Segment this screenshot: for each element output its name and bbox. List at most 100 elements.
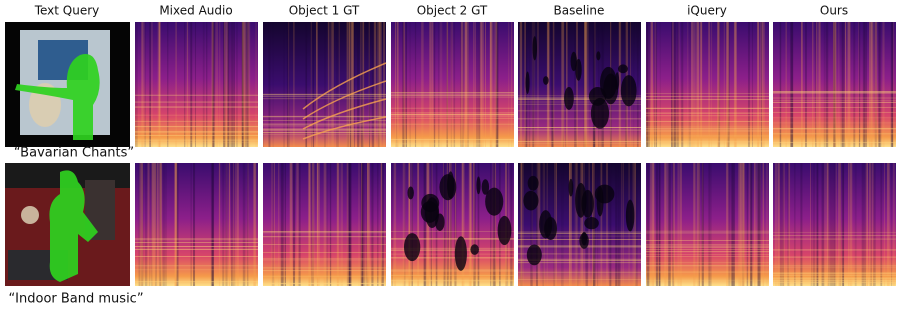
spectrogram-harmonic [773,92,896,93]
spectrogram-streak [890,22,893,147]
spectrogram-streak [848,163,850,286]
spectrogram-streak [268,22,271,147]
spectrogram-harmonic [263,231,386,232]
spectrogram-streak [292,163,296,286]
spectrogram-streak [837,22,840,147]
spectrogram-streak [213,22,214,147]
spectrogram-streak [718,22,721,147]
spectrogram-harmonic [263,270,386,272]
spectrogram-streak [253,163,255,286]
spectrogram-harmonic [518,246,641,248]
spectrogram-harmonic [646,108,769,109]
spectrogram-streak [733,22,736,147]
spectrogram-streak [761,22,762,147]
spectrogram-streak [659,22,661,147]
spectrogram-streak [135,22,138,147]
spectrogram-streak [362,163,365,286]
spectrogram-streak [409,163,411,286]
spectrogram-harmonic [391,143,514,145]
spectrogram-streak [739,163,743,286]
spectrogram-streak [159,163,161,286]
spectrogram-streak [597,22,599,147]
spectrogram-streak [381,163,384,286]
spectrogram-streak [511,22,513,147]
spectrogram-streak [757,163,761,286]
spectrogram-streak [293,22,295,147]
spectrogram-streak [474,22,476,147]
spectrogram-streak [622,163,624,286]
spectrogram-streak [592,22,596,147]
spectrogram-harmonic [263,276,386,278]
spectrogram-harmonic [263,252,386,253]
spectrogram-streak [494,163,497,286]
spectrogram-harmonic [773,231,896,233]
spectrogram-bg [391,22,514,147]
spectrogram-streak [782,163,784,286]
spectrogram-streak [236,163,239,286]
spectrogram-streak [161,163,163,286]
spectrogram-streak [323,163,327,286]
spectrogram-streak [569,163,572,286]
spectrogram-streak [461,163,463,286]
spectrogram-streak [654,22,656,147]
spectrogram-gap [439,174,457,201]
spectrogram-harmonic [391,257,514,258]
spectrogram-streak [758,163,761,286]
spectrogram-streak [700,22,702,147]
spectrogram-streak [584,22,588,147]
spectrogram-streak [691,22,694,147]
spectrogram-streak [316,163,318,286]
spectrogram-streak [331,22,334,147]
spectrogram-harmonic [391,231,514,232]
spectrogram-streak [747,22,750,147]
spectrogram-harmonic [646,115,769,117]
spectrogram-streak [410,163,413,286]
spectrogram-streak [869,22,871,147]
spectrogram-streak [159,163,161,286]
spectrogram-harmonic [518,141,641,143]
spectrogram-streak [656,22,658,147]
spectrogram-streak [673,22,677,147]
spectrogram-streak [774,163,778,286]
spectrogram-streak [247,163,250,286]
spectrogram-streak [158,163,160,286]
spectrogram-streak [362,22,365,147]
spectrogram-streak [821,163,824,286]
spectrogram-streak [812,163,816,286]
spectrogram-harmonic [135,120,258,122]
spectrogram-streak [450,22,454,147]
spectrogram-harmonic [518,245,641,247]
spectrogram-streak [696,22,700,147]
spectrogram-streak [226,22,229,147]
spectrogram-gap [596,51,601,61]
spectrogram-streak [241,22,244,147]
spectrogram-harmonic [646,115,769,117]
spectrogram-streak [586,22,589,147]
spectrogram-streak [854,163,857,286]
spectrogram-streak [727,22,730,147]
spectrogram-streak [652,163,655,286]
spectrogram-streak [531,163,533,286]
spectrogram-streak [580,163,583,286]
spectrogram-streak [468,163,472,286]
spectrogram-streak [892,22,895,147]
spectrogram-harmonic [773,91,896,92]
spectrogram-harmonic [773,273,896,275]
spectrogram-streak [414,22,417,147]
spectrogram-harmonic [518,231,641,233]
spectrogram-streak [681,22,684,147]
spectrogram-streak [531,22,534,147]
spectrogram-streak [873,163,876,286]
spectrogram-streak [847,22,851,147]
spectrogram-harmonic [391,249,514,251]
spectrogram-harmonic [263,128,386,130]
spectrogram-harmonic [135,281,258,282]
spectrogram-streak [353,22,355,147]
spectrogram-streak [827,163,831,286]
spectrogram-streak [242,22,245,147]
spectrogram-streak [473,163,476,286]
spectrogram-gap [568,178,574,197]
spectrogram-streak [365,163,369,286]
spectrogram-streak [765,163,769,286]
spectrogram-streak [378,22,380,147]
